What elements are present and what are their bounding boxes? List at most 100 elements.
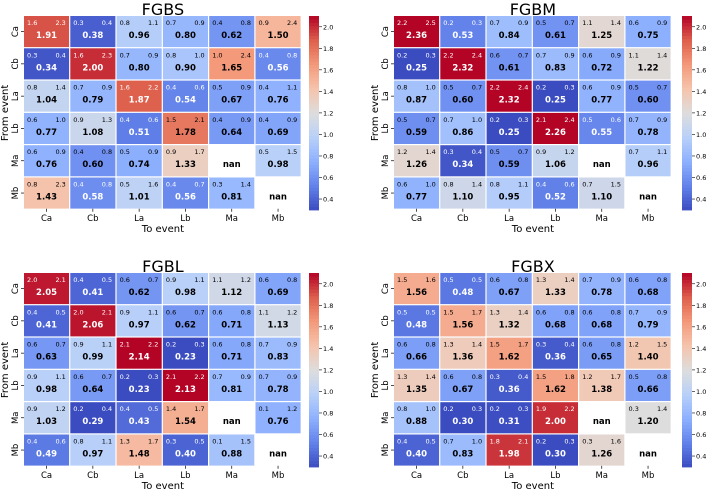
ci-low-label: 0.9 [536, 148, 546, 156]
ci-high-label: 2.4 [472, 51, 482, 59]
colorbar-segment [682, 177, 692, 182]
heatmap-cell [116, 48, 162, 80]
heatmap-cell [625, 273, 671, 305]
cell-value-label: 0.74 [129, 160, 150, 170]
ci-low-label: 0.4 [166, 84, 176, 92]
y-axis-label: From event [0, 85, 11, 142]
colorbar-segment [682, 463, 692, 468]
colorbar-segment [309, 379, 319, 384]
ci-low-label: 0.4 [73, 276, 83, 284]
cell-value-label: nan [639, 193, 657, 203]
ci-high-label: 0.8 [102, 181, 112, 189]
ci-low-label: 0.6 [490, 276, 500, 284]
colorbar-tick-label: 1.4 [696, 345, 706, 353]
ci-high-label: 1.4 [55, 84, 65, 92]
ci-low-label: 0.5 [629, 84, 639, 92]
ci-low-label: 1.5 [397, 276, 407, 284]
colorbar-tick-label: 1.4 [696, 88, 706, 96]
ci-low-label: 0.6 [212, 341, 222, 349]
x-axis-label: To event [141, 224, 184, 235]
y-tick-label: Lb [381, 123, 391, 133]
colorbar-segment [309, 369, 319, 374]
heatmap-cell [209, 369, 255, 401]
x-tick-label: Ma [595, 471, 608, 481]
colorbar-segment [682, 138, 692, 143]
cell-value-label: 0.83 [452, 450, 473, 460]
colorbar-segment [309, 54, 319, 59]
ci-high-label: 1.0 [194, 51, 204, 59]
x-tick-label: Cb [457, 214, 468, 224]
ci-low-label: 0.9 [73, 341, 83, 349]
colorbar-segment [682, 411, 692, 416]
colorbar-segment [682, 200, 692, 204]
ci-low-label: 0.4 [259, 84, 269, 92]
heatmap-cell [255, 434, 301, 466]
ci-low-label: 0.4 [27, 308, 37, 316]
y-tick-label: Cb [381, 58, 391, 69]
colorbar-segment [682, 295, 692, 300]
heatmap-cell [116, 112, 162, 144]
colorbar-segment [309, 171, 319, 175]
colorbar-segment [309, 158, 319, 162]
cell-value-label: 0.54 [175, 96, 196, 106]
ci-low-label: 0.5 [629, 373, 639, 381]
cell-value-label: 0.56 [175, 193, 196, 203]
colorbar-tick-label: 1.6 [323, 66, 333, 74]
ci-low-label: 1.1 [629, 51, 639, 59]
colorbar-segment [309, 292, 319, 297]
ci-high-label: 0.7 [518, 148, 528, 156]
ci-low-label: 1.3 [536, 276, 546, 284]
cell-value-label: 0.80 [129, 63, 150, 73]
heatmap-cell [532, 402, 578, 434]
ci-low-label: 0.2 [536, 438, 546, 446]
heatmap-cell [209, 177, 255, 209]
colorbar-segment [682, 51, 692, 56]
colorbar-segment [682, 415, 692, 419]
ci-high-label: 0.8 [657, 276, 667, 284]
ci-high-label: 1.5 [657, 341, 667, 349]
ci-low-label: 0.6 [582, 84, 592, 92]
ci-low-label: 0.3 [536, 341, 546, 349]
colorbar-segment [309, 154, 319, 159]
ci-high-label: 2.4 [287, 19, 297, 27]
ci-low-label: 2.1 [166, 373, 176, 381]
colorbar-segment [309, 80, 319, 85]
ci-high-label: 1.1 [102, 438, 112, 446]
cell-value-label: 0.43 [129, 417, 150, 427]
cell-value-label: 0.86 [452, 128, 473, 138]
y-axis-label: From event [0, 342, 11, 399]
ci-low-label: 0.8 [27, 181, 37, 189]
ci-low-label: 0.8 [443, 181, 453, 189]
heatmap-cell [579, 80, 625, 112]
ci-low-label: 0.5 [397, 308, 407, 316]
heatmap-cell [579, 305, 625, 337]
ci-low-label: 0.3 [27, 51, 37, 59]
ci-low-label: 0.3 [166, 438, 176, 446]
cell-value-label: 1.01 [129, 193, 150, 203]
x-tick-label: Mb [272, 471, 285, 481]
heatmap-cell [24, 145, 70, 177]
heatmap-cell [486, 434, 532, 466]
colorbar-segment [309, 119, 319, 124]
cell-value-label: 0.68 [545, 320, 566, 330]
ci-high-label: 1.1 [194, 276, 204, 284]
colorbar: 0.4 0.6 0.8 1.0 1.2 1.4 1.6 1.8 2.0 [309, 273, 333, 468]
ci-low-label: 0.6 [73, 373, 83, 381]
cell-value-label: nan [593, 417, 611, 427]
ci-high-label: 0.9 [564, 51, 574, 59]
colorbar-segment [682, 161, 692, 166]
ci-high-label: 0.5 [194, 438, 204, 446]
y-tick-label: Ma [11, 411, 21, 424]
heatmap-cell [579, 369, 625, 401]
cell-value-label: 0.30 [452, 417, 473, 427]
colorbar-segment [309, 132, 319, 137]
cell-value-label: 0.38 [82, 31, 103, 41]
colorbar-segment [309, 279, 319, 284]
colorbar-segment [682, 190, 692, 195]
colorbar-tick-label: 2.0 [323, 280, 333, 288]
cell-value-label: 0.76 [268, 417, 289, 427]
cell-value-label: 0.30 [545, 450, 566, 460]
heatmap-cell [394, 48, 440, 80]
ci-high-label: 1.8 [564, 373, 574, 381]
ci-low-label: 1.1 [259, 308, 269, 316]
